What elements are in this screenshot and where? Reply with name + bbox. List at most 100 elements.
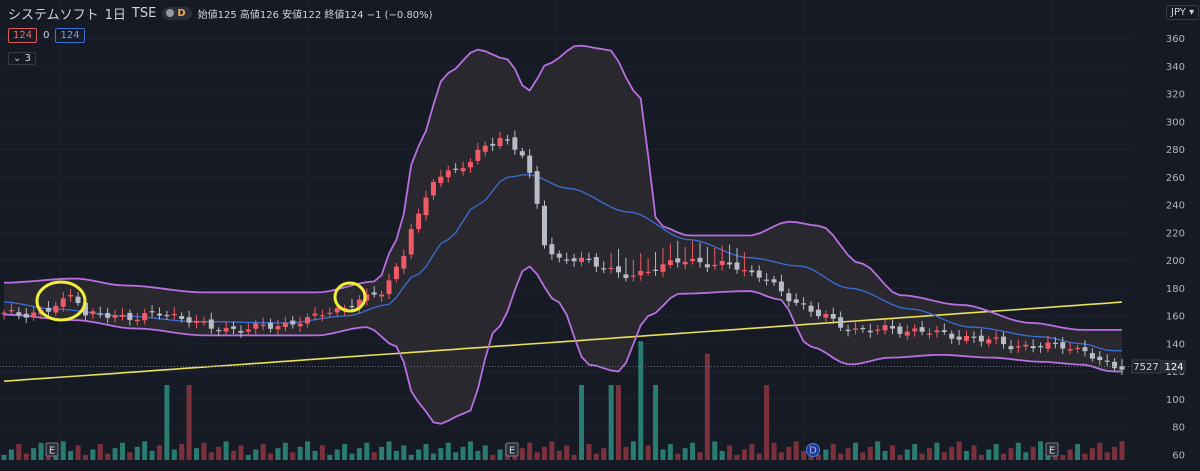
volume-bar	[467, 441, 473, 460]
candle-body	[290, 320, 296, 325]
volume-bar	[68, 450, 74, 460]
volume-bar	[238, 445, 244, 460]
candle-body	[371, 292, 377, 295]
volume-bar	[949, 446, 955, 460]
volume-bar	[319, 445, 325, 460]
bollinger-upper-line	[3, 44, 1122, 331]
candle-body	[497, 138, 503, 147]
volume-bar	[852, 442, 858, 460]
badge-letter: D	[177, 7, 186, 19]
volume-bar	[497, 449, 503, 460]
candle-body	[719, 261, 725, 266]
volume-bar	[571, 455, 577, 460]
candle-body	[541, 205, 547, 246]
volume-bar	[667, 444, 673, 460]
volume-bar	[23, 453, 29, 460]
volume-bar	[926, 448, 932, 460]
candle-body	[1023, 344, 1029, 347]
candle-body	[682, 261, 688, 265]
volume-bar	[630, 441, 636, 460]
volume-bar	[282, 442, 288, 460]
ask-price-button[interactable]: 124	[55, 28, 85, 43]
candle-body	[964, 336, 970, 341]
status-dot-icon	[166, 9, 175, 17]
candle-body	[305, 317, 311, 324]
price-tick-label: 160	[1166, 312, 1185, 323]
volume-bar	[845, 448, 851, 460]
volume-bar	[445, 442, 451, 460]
symbol-name[interactable]: システムソフト	[8, 7, 99, 23]
volume-bar	[8, 449, 14, 460]
volume-bar	[978, 455, 984, 460]
chart-header: システムソフト 1日 TSE D 始値125 高値126 安値122 終値124…	[8, 3, 433, 23]
candle-body	[31, 312, 37, 318]
volume-bar	[964, 450, 970, 460]
volume-bar	[838, 453, 844, 460]
candle-body	[1038, 346, 1044, 348]
volume-bar	[453, 452, 459, 460]
volume-bar	[245, 455, 251, 460]
candle-body	[23, 313, 29, 318]
volume-bar	[1075, 444, 1081, 460]
currency-selector[interactable]: JPY ▾	[1166, 5, 1200, 20]
candle-body	[490, 143, 496, 146]
volume-bar	[164, 385, 170, 460]
candle-body	[53, 305, 59, 313]
bid-price-button[interactable]: 124	[8, 28, 38, 43]
volume-bar	[1104, 452, 1110, 460]
indicator-toggle-button[interactable]: ⌄ 3	[8, 52, 36, 65]
candle-body	[334, 308, 340, 313]
earnings-marker-label: E	[1049, 446, 1055, 457]
candle-body	[401, 256, 407, 269]
candle-body	[801, 303, 807, 305]
candle-body	[282, 322, 288, 328]
last-price-tag-label: 124	[1164, 362, 1183, 373]
candle-body	[875, 329, 881, 331]
volume-bar	[564, 445, 570, 460]
volume-bar	[112, 448, 118, 460]
spread-value: 0	[43, 30, 50, 41]
candle-body	[171, 314, 177, 316]
price-tick-label: 100	[1166, 395, 1185, 406]
candle-body	[208, 319, 214, 329]
candle-body	[727, 262, 733, 265]
volume-bar	[90, 449, 96, 460]
candle-body	[697, 257, 703, 263]
volume-bar	[423, 444, 429, 460]
candle-body	[423, 197, 429, 216]
volume-bar	[186, 385, 192, 460]
candle-body	[445, 170, 451, 178]
volume-bar	[490, 455, 496, 460]
volume-bar	[386, 441, 392, 460]
volume-bar	[16, 444, 22, 460]
candle-body	[1082, 347, 1088, 352]
price-tick-label: 240	[1166, 201, 1185, 212]
price-tick-label: 60	[1172, 450, 1185, 461]
candle-body	[75, 296, 81, 304]
volume-bar	[194, 448, 200, 460]
volume-bar	[741, 449, 747, 460]
candle-body	[897, 326, 903, 334]
volume-bar	[660, 449, 666, 460]
candle-body	[1045, 342, 1051, 349]
volume-bar	[460, 446, 466, 460]
data-status-badge[interactable]: D	[162, 6, 192, 20]
volume-bar	[778, 452, 784, 460]
volume-bar	[371, 452, 377, 460]
candle-body	[475, 149, 481, 161]
volume-bar	[986, 449, 992, 460]
candle-body	[608, 267, 614, 269]
candle-body	[16, 312, 22, 315]
dividend-marker	[806, 443, 820, 457]
volume-bar	[356, 448, 362, 460]
candle-body	[223, 328, 229, 332]
candle-body	[808, 305, 814, 312]
candle-body	[82, 302, 88, 316]
candle-body	[756, 270, 762, 278]
candle-body	[527, 155, 533, 173]
volume-bar	[1060, 455, 1066, 460]
interval-label[interactable]: 1日	[104, 7, 126, 23]
last-price-tag	[1162, 359, 1186, 373]
